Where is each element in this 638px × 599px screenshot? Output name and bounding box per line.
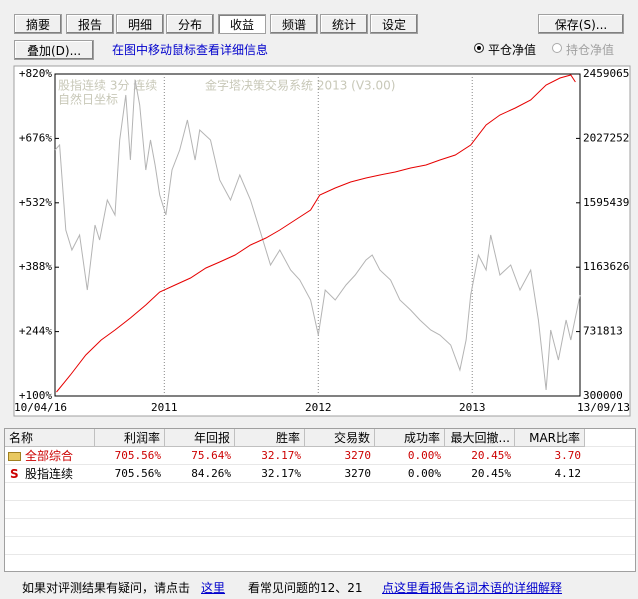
y-tick-label: +676% bbox=[19, 131, 52, 144]
x-tick-label: 2012 bbox=[305, 401, 332, 414]
table-cell[interactable]: 0.00% bbox=[407, 449, 441, 462]
result-table: 名称 利润率 年回报 胜率 交易数 成功率 最大回撤... MAR比率全部综合 705.56% 7… bbox=[4, 428, 636, 572]
footer-question: 如果对评测结果有疑问，请点击 bbox=[22, 581, 191, 595]
y-tick-label: +388% bbox=[19, 260, 52, 273]
y-tick-label: +820% bbox=[19, 67, 52, 80]
x-tick-label: 2013 bbox=[459, 401, 486, 414]
table-cell[interactable]: 全部综合 bbox=[25, 449, 74, 463]
annotation: 自然日坐标 bbox=[58, 92, 118, 107]
footer-glossary[interactable]: 点这里看报告名词术语的详细解释 bbox=[382, 581, 563, 595]
series-line bbox=[54, 79, 581, 391]
y2-tick-label: 1163626 bbox=[583, 260, 629, 273]
table-cell[interactable]: 20.45% bbox=[471, 449, 511, 462]
radio-dot[interactable] bbox=[474, 43, 484, 53]
radio-dot[interactable] bbox=[552, 43, 562, 53]
table-cell[interactable]: 3.70 bbox=[554, 449, 582, 462]
plot-frame bbox=[54, 73, 581, 397]
y2-tick-label: 2459065 bbox=[583, 67, 629, 80]
y-tick-label: +532% bbox=[19, 196, 52, 209]
column-header[interactable]: 年回报 bbox=[165, 429, 235, 447]
column-header[interactable]: 胜率 bbox=[235, 429, 305, 447]
tab[interactable]: 报告 bbox=[66, 14, 114, 34]
tab[interactable]: 摘要 bbox=[14, 14, 62, 34]
table-cell[interactable]: 20.45% bbox=[471, 467, 511, 480]
y-tick-label: +244% bbox=[19, 325, 52, 338]
tab[interactable]: 频谱 bbox=[270, 14, 318, 34]
column-header[interactable]: MAR比率 bbox=[515, 429, 585, 447]
strategy-icon: S bbox=[10, 467, 19, 481]
column-header[interactable]: 最大回撤... bbox=[445, 429, 515, 447]
column-header[interactable]: 成功率 bbox=[375, 429, 445, 447]
table-cell[interactable]: 3270 bbox=[344, 449, 372, 462]
y2-tick-label: 1595439 bbox=[583, 196, 629, 209]
column-header[interactable]: 交易数 bbox=[305, 429, 375, 447]
annotation: 股指连续 3分 连续 bbox=[58, 78, 157, 93]
table-cell[interactable]: 股指连续 bbox=[25, 467, 74, 481]
tab[interactable]: 收益 bbox=[218, 14, 266, 34]
footer-link[interactable]: 这里 bbox=[201, 581, 226, 595]
y2-tick-label: 2027252 bbox=[583, 131, 629, 144]
overlay-button[interactable]: 叠加(D)... bbox=[14, 40, 94, 60]
radio-label[interactable]: 持仓净值 bbox=[566, 43, 615, 57]
table-cell[interactable]: 0.00% bbox=[407, 467, 441, 480]
y2-tick-label: 300000 bbox=[583, 389, 623, 402]
save-button[interactable]: 保存(S)... bbox=[538, 14, 624, 34]
folder-icon bbox=[8, 452, 21, 461]
tab[interactable]: 统计 bbox=[320, 14, 368, 34]
tab[interactable]: 明细 bbox=[116, 14, 164, 34]
annotation: 金字塔决策交易系统 2013 (V3.00) bbox=[205, 78, 395, 93]
hint: 在图中移动鼠标查看详细信息 bbox=[112, 43, 269, 57]
radio-label[interactable]: 平仓净值 bbox=[488, 43, 537, 57]
table-cell[interactable]: 32.17% bbox=[261, 449, 301, 462]
column-header[interactable]: 利润率 bbox=[95, 429, 165, 447]
chart-panel bbox=[13, 65, 631, 417]
x-tick-label: 2011 bbox=[151, 401, 178, 414]
table-cell[interactable]: 3270 bbox=[344, 467, 372, 480]
table-cell[interactable]: 75.64% bbox=[191, 449, 231, 462]
table-cell[interactable]: 32.17% bbox=[261, 467, 301, 480]
footer-faq: 看常见问题的12、21 bbox=[248, 581, 363, 595]
table-cell[interactable]: 705.56% bbox=[114, 467, 161, 480]
table-cell[interactable]: 705.56% bbox=[114, 449, 161, 462]
table-cell[interactable]: 84.26% bbox=[191, 467, 231, 480]
x-tick-label: 10/04/16 bbox=[14, 401, 67, 414]
column-header[interactable]: 名称 bbox=[5, 429, 95, 447]
y2-tick-label: 731813 bbox=[583, 325, 623, 338]
tab[interactable]: 分布 bbox=[166, 14, 214, 34]
y-tick-label: +100% bbox=[19, 389, 52, 402]
series-line bbox=[56, 74, 576, 393]
table-cell[interactable]: 4.12 bbox=[554, 467, 582, 480]
x-tick-label: 13/09/13 bbox=[577, 401, 630, 414]
tab[interactable]: 设定 bbox=[370, 14, 418, 34]
